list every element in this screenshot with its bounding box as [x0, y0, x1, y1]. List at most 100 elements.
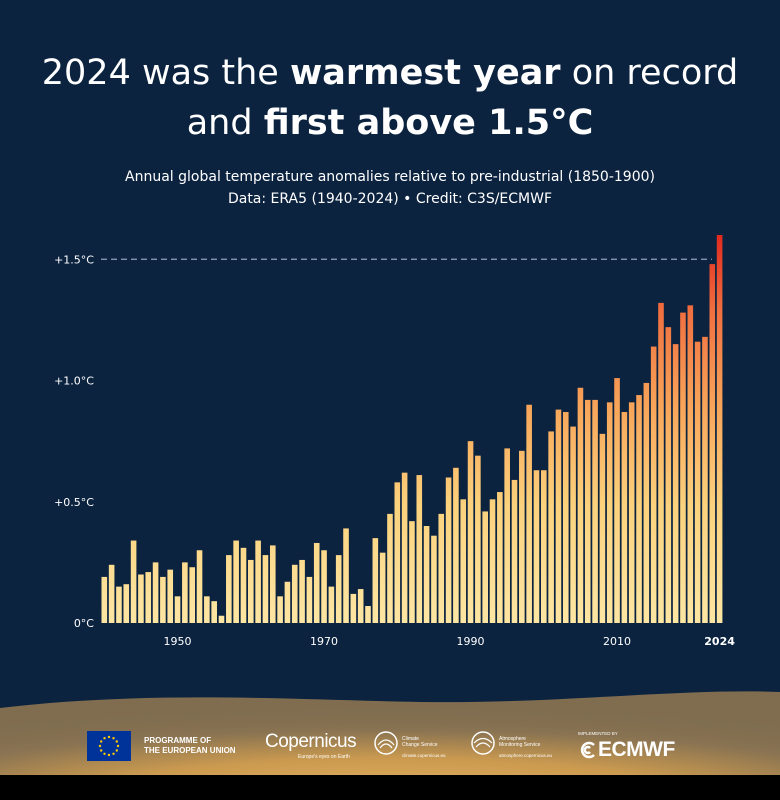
- bar-1958: [233, 540, 239, 623]
- x-tick-label: 2010: [603, 635, 631, 648]
- bar-1997: [519, 450, 525, 623]
- y-tick-label: +1.5°C: [54, 253, 94, 266]
- bar-1944: [130, 540, 137, 623]
- bar-2018: [672, 344, 679, 623]
- headline-line-1: 2024 was the warmest year on record: [41, 53, 739, 93]
- eu-programme-label: PROGRAMME OF THE EUROPEAN UNION: [144, 736, 236, 755]
- bar-1976: [365, 606, 371, 623]
- bar-1975: [357, 589, 364, 623]
- bar-1957: [226, 555, 232, 623]
- bar-1956: [218, 615, 225, 623]
- bar-1955: [211, 601, 217, 623]
- bar-1967: [299, 559, 305, 623]
- bar-1971: [328, 586, 335, 624]
- bar-1965: [284, 581, 291, 623]
- bar-2002: [555, 409, 562, 623]
- bar-1949: [167, 569, 174, 623]
- bar-2011: [621, 412, 628, 623]
- bar-2010: [614, 378, 620, 623]
- eu-star: [103, 737, 106, 740]
- eu-star: [103, 752, 106, 755]
- bar-1960: [248, 559, 254, 623]
- bar-1964: [277, 596, 283, 623]
- bar-2016: [658, 302, 664, 623]
- bar-1952: [189, 567, 195, 623]
- bar-1973: [343, 528, 349, 623]
- eu-star: [100, 749, 103, 752]
- bar-1987: [445, 477, 452, 623]
- bar-1969: [313, 542, 320, 623]
- eu-star: [100, 740, 103, 743]
- bar-1977: [372, 538, 379, 624]
- bar-2012: [628, 402, 635, 623]
- y-tick-label: 0°C: [74, 617, 94, 630]
- bar-2024: [716, 235, 723, 623]
- bar-2008: [599, 433, 606, 623]
- bar-2000: [541, 470, 547, 623]
- cams-emblem-icon: [471, 731, 495, 755]
- eu-flag-icon: [87, 731, 131, 761]
- bar-1947: [152, 562, 159, 624]
- bar-1948: [160, 576, 166, 623]
- bar-1974: [350, 593, 357, 623]
- bar-1943: [123, 584, 130, 623]
- bar-2007: [592, 399, 598, 623]
- bar-1985: [431, 535, 437, 623]
- bar-1993: [489, 499, 496, 623]
- bar-1999: [533, 470, 540, 623]
- eu-star: [98, 744, 102, 748]
- bar-2019: [680, 312, 686, 623]
- page-bottom-bar: [0, 775, 780, 800]
- bar-1989: [460, 499, 467, 623]
- bar-2013: [636, 395, 642, 623]
- bar-1986: [438, 513, 445, 624]
- bar-1962: [262, 555, 269, 623]
- bar-1966: [291, 564, 298, 623]
- bar-2004: [570, 426, 576, 623]
- chart-subtitle: Annual global temperature anomalies rela…: [125, 169, 655, 185]
- eu-star: [107, 753, 111, 757]
- x-tick-label: 1950: [164, 635, 192, 648]
- bar-1990: [467, 441, 474, 624]
- bar-2020: [687, 305, 694, 623]
- bar-2023: [709, 264, 716, 623]
- bar-1979: [387, 513, 393, 624]
- bar-1995: [504, 448, 510, 623]
- bar-1984: [423, 526, 430, 623]
- eu-star: [115, 740, 118, 743]
- bar-1996: [511, 479, 518, 623]
- infographic: 2024 was the warmest year on record and …: [0, 0, 780, 775]
- bar-1983: [416, 475, 423, 623]
- bar-1953: [196, 550, 203, 623]
- bar-2015: [650, 346, 657, 623]
- bar-2003: [562, 412, 569, 623]
- bar-2006: [584, 399, 591, 623]
- bar-1959: [240, 547, 247, 623]
- bar-1988: [453, 467, 459, 623]
- eu-star: [107, 735, 111, 739]
- bar-1954: [204, 596, 210, 623]
- bar-1994: [497, 492, 503, 623]
- bar-1951: [182, 562, 188, 624]
- data-credit: Data: ERA5 (1940-2024) • Credit: C3S/ECM…: [227, 191, 553, 207]
- bar-2021: [694, 341, 701, 623]
- bar-1961: [255, 540, 261, 623]
- bar-2005: [577, 387, 584, 623]
- bar-1991: [475, 455, 481, 623]
- x-tick-label: 2024: [704, 635, 735, 648]
- bar-1982: [409, 521, 415, 623]
- climate-change-service-logo: Climate Change Service climate.copernicus…: [373, 730, 473, 764]
- bar-2009: [606, 402, 613, 623]
- bar-1980: [394, 482, 401, 623]
- bar-1992: [482, 511, 488, 623]
- bar-2017: [665, 327, 672, 623]
- bar-1970: [321, 550, 327, 623]
- y-tick-label: +0.5°C: [54, 496, 94, 509]
- bar-1942: [116, 586, 122, 624]
- bar-1950: [174, 596, 181, 623]
- bar-1940: [101, 576, 108, 623]
- bar-1945: [138, 574, 144, 623]
- atmosphere-monitoring-service-logo: Atmosphere Monitoring Service atmosphere.…: [470, 730, 570, 764]
- temperature-chart: 0°C +0.5°C +1.0°C +1.5°C 1950 1970 1990 2010 20…: [54, 235, 735, 648]
- eu-star: [116, 744, 120, 748]
